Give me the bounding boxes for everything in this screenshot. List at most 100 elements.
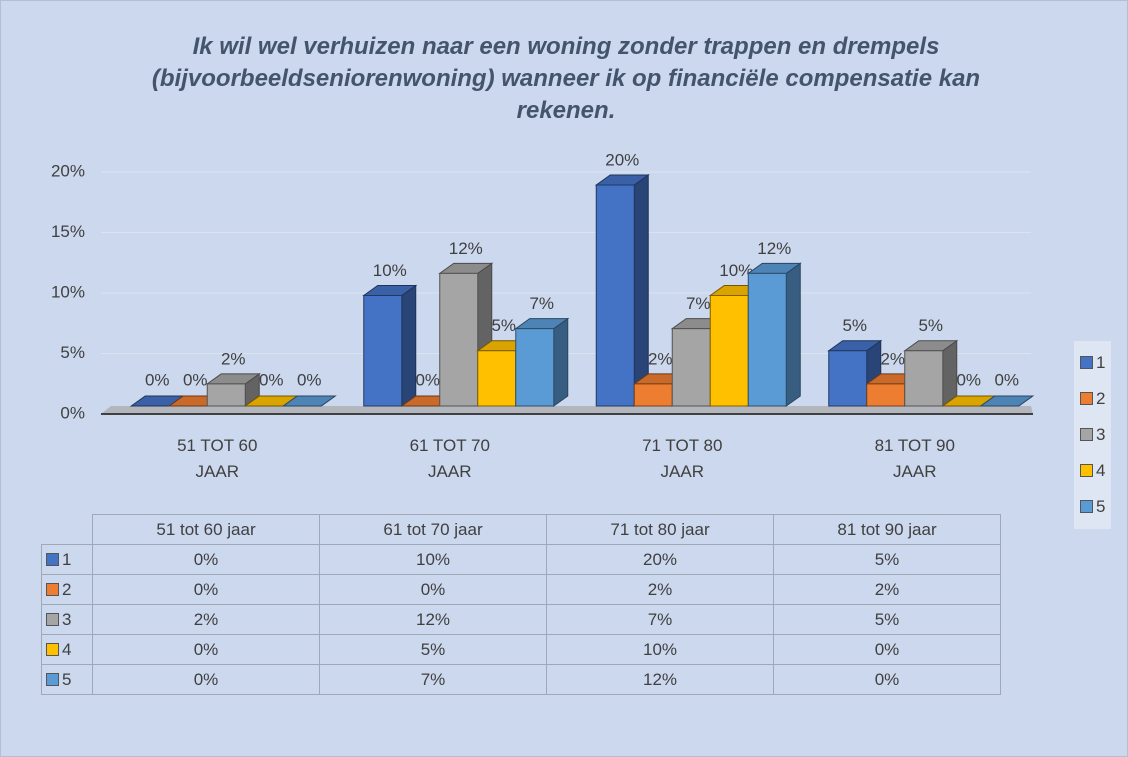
data-label: 5% [842, 316, 867, 335]
table-row: 1 0% 10% 20% 5% [41, 544, 1001, 575]
legend-label: 1 [1096, 353, 1106, 372]
bar [439, 272, 479, 407]
table-cell: 0% [773, 634, 1001, 665]
table-cell: 7% [319, 664, 547, 695]
table-row: 2 0% 0% 2% 2% [41, 574, 1001, 605]
data-label: 5% [918, 316, 943, 335]
floor [101, 406, 1033, 414]
y-tick-label: 20% [51, 161, 85, 180]
data-label: 0% [145, 370, 170, 389]
bar [633, 383, 673, 407]
legend-label: 3 [1096, 425, 1106, 444]
y-tick-label: 0% [60, 403, 85, 422]
table-cell: 0% [319, 574, 547, 605]
series-name: 2 [62, 579, 72, 599]
bar [515, 328, 555, 407]
y-tick-label: 5% [60, 343, 85, 362]
table-cell: 0% [773, 664, 1001, 695]
x-tick-label: 51 TOT 60 JAAR [177, 436, 258, 481]
legend-swatch [46, 672, 59, 686]
data-label: 12% [449, 239, 483, 258]
legend-swatch [1080, 356, 1093, 369]
table-cell: 0% [92, 574, 320, 605]
table-header: 51 tot 60 jaar [92, 514, 320, 545]
legend-label: 4 [1096, 461, 1106, 480]
data-label: 0% [183, 370, 208, 389]
series-name: 5 [62, 669, 72, 689]
data-label: 10% [373, 261, 407, 280]
bar [595, 184, 635, 407]
table-cell: 2% [773, 574, 1001, 605]
x-tick-label: 71 TOT 80 JAAR [642, 436, 723, 481]
series-name: 1 [62, 549, 72, 569]
legend-swatch [1080, 392, 1093, 405]
table-cell: 10% [546, 634, 774, 665]
data-label: 20% [605, 150, 639, 169]
table-cell: 7% [546, 604, 774, 635]
table-cell: 12% [319, 604, 547, 635]
legend-label: 5 [1096, 497, 1106, 516]
bar-side [785, 262, 801, 407]
table-cell: 20% [546, 544, 774, 575]
data-label: 2% [648, 349, 673, 368]
bar [477, 350, 517, 407]
data-label: 0% [956, 370, 981, 389]
bar [206, 383, 246, 407]
bar [904, 350, 944, 407]
table-row: 4 0% 5% 10% 0% [41, 634, 1001, 665]
table-row: 5 0% 7% 12% 0% [41, 664, 1001, 695]
bar-side [553, 317, 569, 407]
table-cell: 5% [773, 544, 1001, 575]
legend-swatch [46, 552, 59, 566]
table-key: 4 [41, 634, 93, 665]
data-label: 7% [686, 294, 711, 313]
data-label: 2% [880, 349, 905, 368]
table-cell: 2% [546, 574, 774, 605]
bar-top [979, 395, 1035, 407]
table-cell: 5% [773, 604, 1001, 635]
legend-swatch [1080, 428, 1093, 441]
table-cell: 12% [546, 664, 774, 695]
series-name: 4 [62, 639, 72, 659]
bar-top [281, 395, 337, 407]
data-label: 2% [221, 349, 246, 368]
legend-swatch [46, 582, 59, 596]
table-row: 3 2% 12% 7% 5% [41, 604, 1001, 635]
bar-side [401, 284, 417, 407]
table-key: 3 [41, 604, 93, 635]
chart-title: Ik wil wel verhuizen naar een woning zon… [151, 33, 981, 124]
table-cell: 0% [92, 544, 320, 575]
legend-swatch [1080, 500, 1093, 513]
data-label: 10% [719, 261, 753, 280]
y-tick-label: 15% [51, 222, 85, 241]
legend-item: 5 [1080, 489, 1105, 525]
data-label: 0% [415, 370, 440, 389]
data-label: 5% [491, 316, 516, 335]
legend-label: 2 [1096, 389, 1106, 408]
table-cell: 0% [92, 664, 320, 695]
data-label: 0% [259, 370, 284, 389]
legend-item: 1 [1080, 345, 1105, 381]
legend-swatch [46, 612, 59, 626]
data-label: 0% [297, 370, 322, 389]
table-key: 1 [41, 544, 93, 575]
legend-swatch [1080, 464, 1093, 477]
bar [828, 350, 868, 407]
bar [671, 328, 711, 407]
data-label: 0% [994, 370, 1019, 389]
bar [866, 383, 906, 407]
table-cell: 10% [319, 544, 547, 575]
table-header: 71 tot 80 jaar [546, 514, 774, 545]
table-header: 81 tot 90 jaar [773, 514, 1001, 545]
bar-side [942, 339, 958, 407]
data-table: 51 tot 60 jaar 61 tot 70 jaar 71 tot 80 ja… [41, 514, 1001, 695]
legend-item: 2 [1080, 381, 1105, 417]
bar [363, 295, 403, 407]
legend: 1 2 3 4 5 [1074, 341, 1112, 529]
table-key: 5 [41, 664, 93, 695]
table-cell: 2% [92, 604, 320, 635]
table-header: 61 tot 70 jaar [319, 514, 547, 545]
x-tick-label: 61 TOT 70 JAAR [409, 436, 490, 481]
